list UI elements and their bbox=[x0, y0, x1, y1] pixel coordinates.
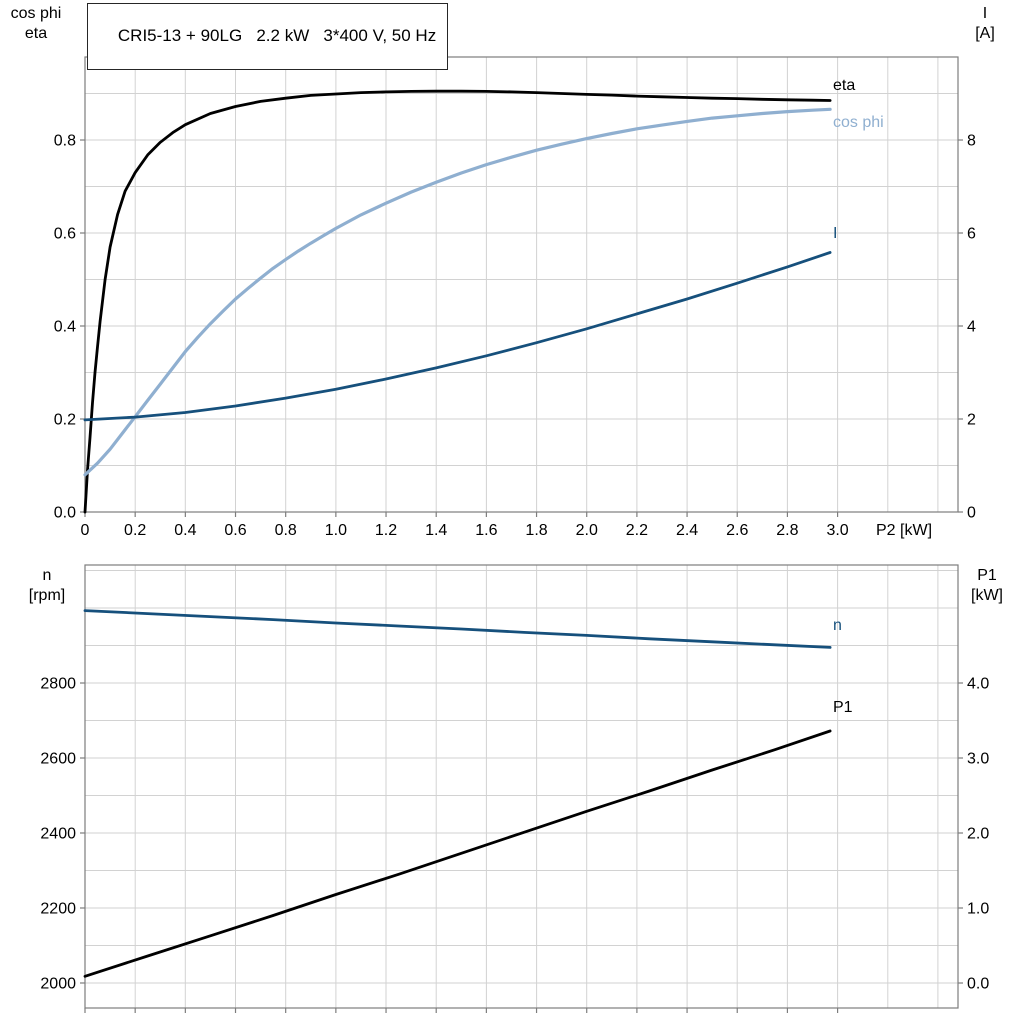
axis-title-current: I bbox=[982, 5, 988, 22]
bottom-left-axis-title: n [rpm] bbox=[16, 566, 78, 606]
right-tick-label: 0 bbox=[967, 505, 976, 522]
right-tick-label: 3.0 bbox=[967, 750, 989, 767]
right-tick-label: 4.0 bbox=[967, 675, 989, 692]
right-tick-label: 8 bbox=[967, 133, 976, 150]
left-tick-label: 0.2 bbox=[54, 412, 76, 429]
left-tick-label: 2200 bbox=[40, 900, 76, 917]
x-tick-label: 0.6 bbox=[224, 522, 246, 539]
series-curve-cos-phi bbox=[83, 107, 832, 477]
series-label-n: n bbox=[833, 617, 842, 634]
x-axis-title: P2 [kW] bbox=[876, 522, 933, 539]
x-tick-label: 2.4 bbox=[676, 522, 698, 539]
right-tick-label: 0.0 bbox=[967, 976, 989, 993]
left-tick-label: 0.4 bbox=[54, 319, 76, 336]
series-label-I: I bbox=[833, 225, 837, 242]
x-tick-label: 0.2 bbox=[124, 522, 146, 539]
series-curve-eta bbox=[83, 89, 832, 514]
axis-title-p1-unit: [kW] bbox=[971, 587, 1003, 604]
left-tick-label: 2000 bbox=[40, 975, 76, 992]
axis-title-speed: n bbox=[42, 567, 52, 584]
right-tick-label: 1.0 bbox=[967, 901, 989, 918]
x-tick-label: 0 bbox=[81, 522, 90, 539]
x-tick-label: 3.0 bbox=[826, 522, 848, 539]
x-tick-label: 1.8 bbox=[525, 522, 547, 539]
plot-frame bbox=[84, 564, 959, 1009]
x-tick-label: 2.0 bbox=[576, 522, 598, 539]
axis-title-speed-unit: [rpm] bbox=[28, 587, 66, 604]
x-tick-label: 2.8 bbox=[776, 522, 798, 539]
left-tick-label: 2800 bbox=[40, 676, 76, 693]
plot-frame bbox=[84, 56, 959, 513]
bottom-right-axis-title: P1 [kW] bbox=[957, 566, 1017, 606]
x-tick-label: 0.4 bbox=[174, 522, 196, 539]
x-tick-label: 1.4 bbox=[425, 522, 447, 539]
top-left-axis-title: cos phi eta bbox=[3, 4, 69, 44]
left-tick-label: 0.0 bbox=[54, 505, 76, 522]
right-tick-label: 2.0 bbox=[967, 826, 989, 843]
top-right-axis-title: I [A] bbox=[959, 4, 1011, 44]
series-label-eta: eta bbox=[833, 77, 855, 94]
left-tick-label: 0.6 bbox=[54, 226, 76, 243]
chart-title-box: CRI5-13 + 90LG 2.2 kW 3*400 V, 50 Hz bbox=[87, 3, 449, 70]
x-tick-label: 2.6 bbox=[726, 522, 748, 539]
left-tick-label: 0.8 bbox=[54, 133, 76, 150]
x-tick-label: 1.0 bbox=[325, 522, 347, 539]
axis-title-cos-phi: cos phi bbox=[10, 5, 62, 22]
axis-title-eta: eta bbox=[24, 25, 48, 42]
axis-title-current-unit: [A] bbox=[975, 25, 995, 42]
chart-title: CRI5-13 + 90LG 2.2 kW 3*400 V, 50 Hz bbox=[117, 26, 437, 45]
series-curve-P1 bbox=[83, 729, 832, 978]
x-tick-label: 0.8 bbox=[275, 522, 297, 539]
series-curve-n bbox=[83, 609, 832, 649]
x-tick-label: 1.6 bbox=[475, 522, 497, 539]
left-tick-label: 2600 bbox=[40, 751, 76, 768]
axis-title-p1: P1 bbox=[977, 567, 997, 584]
left-tick-label: 2400 bbox=[40, 825, 76, 842]
x-tick-label: 1.2 bbox=[375, 522, 397, 539]
x-tick-label: 2.2 bbox=[626, 522, 648, 539]
right-tick-label: 4 bbox=[967, 319, 976, 336]
right-tick-label: 6 bbox=[967, 226, 976, 243]
series-label-P1: P1 bbox=[833, 699, 853, 716]
series-curve-I bbox=[83, 251, 832, 422]
right-tick-label: 2 bbox=[967, 412, 976, 429]
series-label-cos-phi: cos phi bbox=[833, 114, 884, 131]
